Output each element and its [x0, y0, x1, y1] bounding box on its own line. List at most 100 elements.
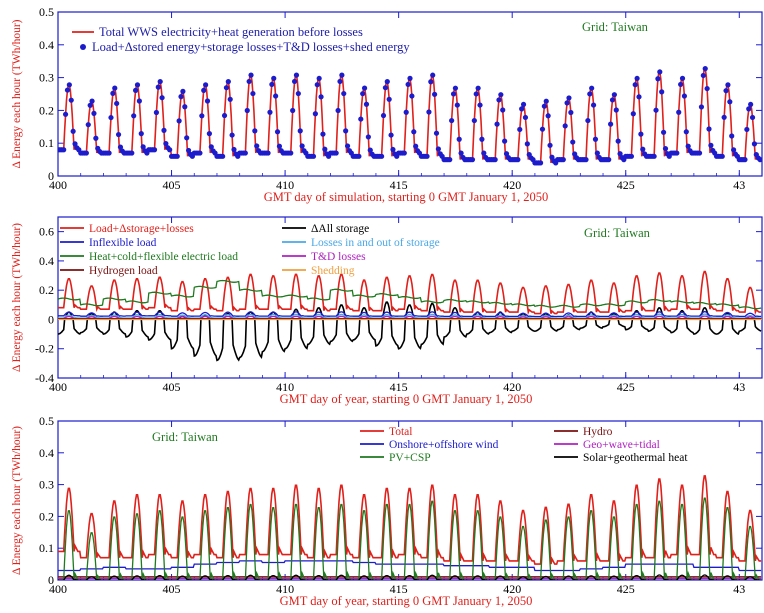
data-point — [290, 107, 296, 114]
data-point — [757, 157, 762, 163]
data-point — [744, 126, 750, 133]
plot-frame — [57, 420, 763, 581]
data-point — [274, 129, 281, 135]
data-point — [403, 109, 409, 115]
data-point — [494, 121, 500, 127]
data-point — [568, 109, 574, 116]
y-axis-label: Δ Energy each hour (TWh/hour) — [11, 223, 23, 372]
data-point — [112, 85, 118, 91]
data-point — [727, 99, 733, 105]
data-point — [477, 102, 483, 108]
grid-tag: Grid: Taiwan — [152, 430, 219, 444]
y-tick-label: 0 — [48, 169, 54, 183]
x-axis-label: GMT day of simulation, starting 0 GMT Ja… — [264, 190, 549, 204]
data-point — [167, 147, 173, 153]
data-point — [388, 132, 394, 138]
legend-marker — [80, 44, 86, 50]
x-tick-label: 405 — [163, 178, 181, 192]
series-group — [58, 475, 762, 580]
data-point — [430, 72, 436, 78]
data-point — [223, 85, 230, 91]
data-point — [333, 150, 339, 156]
legend-label: ΔAll storage — [311, 223, 369, 235]
data-point — [719, 153, 725, 159]
legend-label: Solar+geothermal heat — [583, 452, 688, 464]
data-point — [541, 103, 547, 109]
legend-label: PV+CSP — [389, 452, 431, 464]
data-point — [244, 107, 250, 114]
data-point — [729, 133, 735, 139]
legend-entry: Load+Δstored energy+storage losses+T&D l… — [80, 40, 410, 54]
data-point — [265, 150, 271, 156]
legend-entry: Total WWS electricity+heat generation be… — [72, 25, 363, 39]
data-point — [537, 160, 544, 166]
data-point — [479, 136, 485, 142]
data-point — [589, 85, 595, 91]
x-tick-label: 425 — [617, 178, 635, 192]
data-point — [386, 96, 392, 102]
data-point — [136, 98, 142, 104]
legend-label: Heat+cold+flexible electric load — [89, 251, 238, 263]
data-point — [339, 72, 345, 78]
data-point — [674, 150, 680, 156]
data-point — [221, 112, 228, 119]
data-point — [655, 76, 661, 82]
y-tick-label: 0.4 — [39, 446, 54, 460]
data-point — [547, 142, 553, 148]
data-point — [184, 135, 190, 141]
x-tick-label: 43 — [733, 178, 745, 192]
x-tick-label: 420 — [503, 178, 521, 192]
grid-tag: Grid: Taiwan — [584, 226, 651, 240]
data-point — [229, 132, 235, 138]
data-point — [539, 126, 546, 132]
data-point — [696, 150, 703, 156]
data-point — [288, 150, 294, 156]
series-load-stored-energy-storage-losses-t-d-losses-shed-energy-points — [58, 66, 762, 166]
data-point — [115, 131, 122, 138]
legend-label: Hydrogen load — [89, 265, 158, 277]
data-point — [208, 144, 214, 150]
y-tick-label: 0.1 — [39, 541, 54, 555]
legend-label: Load+Δstorage+losses — [89, 223, 194, 235]
data-point — [248, 72, 254, 78]
data-point — [520, 101, 527, 108]
legend-label: Hydro — [583, 426, 613, 438]
data-point — [197, 150, 203, 156]
legend-panel-2: Load+Δstorage+losses Inflexible load Heat+… — [60, 223, 440, 277]
y-tick-label: 0.2 — [39, 103, 54, 117]
data-point — [72, 141, 78, 147]
data-point — [628, 153, 635, 159]
data-point — [469, 157, 476, 163]
legend-entry: T&D losses — [282, 251, 366, 263]
series-inflexible-load-line — [58, 311, 762, 318]
data-point — [310, 153, 317, 159]
data-point — [594, 150, 600, 156]
data-point — [609, 97, 616, 103]
legend-entry: Inflexible load — [60, 237, 157, 249]
data-point — [390, 146, 396, 153]
chart-panel-2: 400 405 410 415 420 425 43 -0.4 -0.2 0 0.2 0.4 0.6 GM… — [11, 216, 763, 406]
data-point — [481, 150, 487, 156]
data-point — [502, 138, 508, 144]
data-point — [227, 96, 233, 102]
data-point — [203, 82, 209, 88]
data-point — [176, 118, 182, 124]
x-tick-label: 43 — [733, 582, 745, 596]
data-point — [178, 94, 184, 100]
y-tick-label: 0.5 — [39, 414, 54, 428]
data-point — [611, 92, 617, 98]
data-point — [131, 113, 137, 119]
data-point — [492, 157, 498, 163]
data-point — [365, 134, 371, 140]
data-point — [83, 150, 89, 156]
legend-entry: PV+CSP — [360, 452, 431, 464]
data-point — [632, 82, 638, 88]
data-point — [413, 143, 419, 149]
legend-label: Losses in and out of storage — [311, 237, 440, 249]
data-point — [201, 87, 207, 93]
data-point — [515, 157, 521, 163]
data-point — [161, 127, 167, 133]
data-point — [157, 78, 163, 85]
data-point — [676, 109, 682, 115]
data-point — [242, 150, 248, 156]
